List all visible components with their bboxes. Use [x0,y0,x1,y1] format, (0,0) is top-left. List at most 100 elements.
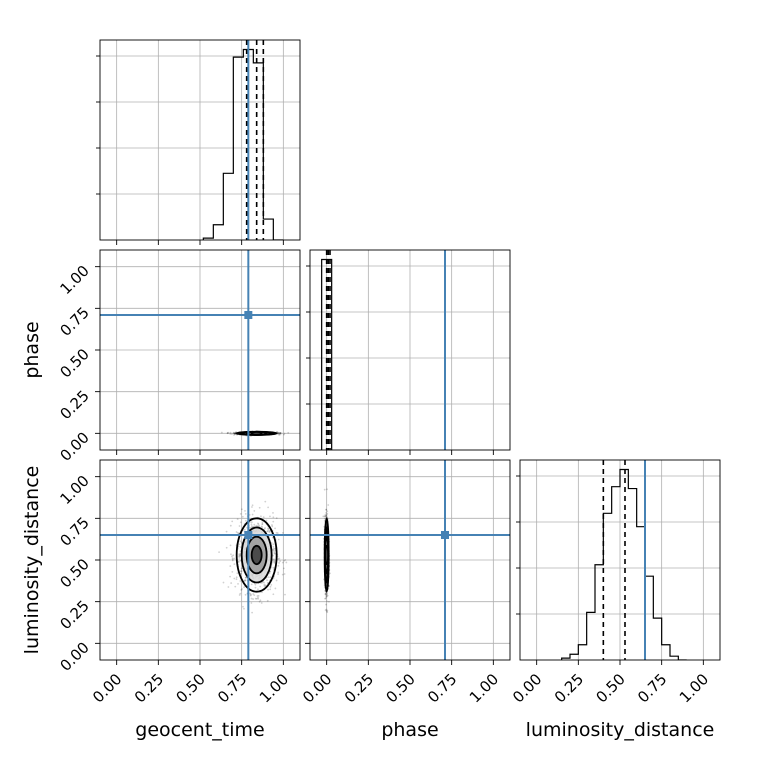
panel-geocent_time-vs-luminosity_distance: 0.000.250.500.751.00luminosity_distance0… [21,459,301,741]
x-axis-label-geocent_time: geocent_time [135,719,264,741]
x-tick-label: 0.00 [89,670,125,706]
scatter-point [283,559,286,562]
grid-lines [100,40,300,240]
x-tick-label: 1.00 [256,670,292,706]
scatter-point [226,432,229,435]
scatter-point [243,586,245,589]
scatter-point [251,506,253,508]
scatter-point [278,432,281,435]
panel-frame [309,249,511,451]
scatter-point [234,432,236,434]
scatter-point [325,593,328,596]
density-contour [324,544,330,566]
scatter-point [272,554,274,557]
scatter-point [231,558,234,561]
scatter-point [239,570,242,573]
scatter-point [231,570,234,573]
scatter-point [220,431,223,434]
scatter-point [279,431,282,434]
scatter-point [233,434,235,436]
scatter-point [252,598,255,600]
scatter-point [325,595,328,597]
scatter-point [229,565,232,567]
scatter-point [328,600,330,603]
panel-frame [99,249,301,451]
scatter-point [244,519,247,522]
scatter-point [240,570,243,573]
y-tick-label: 0.75 [56,513,92,549]
scatter-point [267,530,269,532]
scatter-point [273,558,275,561]
scatter-point [250,597,253,600]
y-tick-label: 0.50 [56,555,92,591]
scatter-point [230,582,233,584]
scatter-point [242,605,244,608]
scatter-point [264,527,266,529]
scatter-point [253,510,256,512]
scatter-point [229,431,232,434]
scatter-point [261,526,264,529]
x-tick-label: 0.25 [341,670,377,706]
scatter-point [263,583,266,586]
x-tick-label: 0.50 [172,670,208,706]
scatter-point [231,557,234,560]
scatter-point [269,515,271,518]
scatter-point [273,552,276,555]
y-tick-label: 0.00 [56,428,92,464]
scatter-point [237,560,240,563]
scatter-point [239,521,242,524]
scatter-point [250,525,253,527]
scatter-point [236,572,239,575]
scatter-point [258,524,260,527]
scatter-point [272,566,275,569]
scatter-point [273,562,276,564]
scatter-point [272,547,275,550]
scatter-point [283,432,286,435]
scatter-point [252,593,255,595]
scatter-point [250,593,252,596]
scatter-point [257,596,259,599]
scatter-point [225,546,228,549]
scatter-point [326,510,329,513]
scatter-point [231,555,233,558]
scatter-point [267,527,269,530]
x-tick-label: 0.00 [299,670,335,706]
scatter-point [270,583,273,586]
panel-body [100,460,300,660]
scatter-point [269,570,272,573]
scatter-point [326,609,329,612]
y-axis-label-luminosity_distance: luminosity_distance [21,466,43,655]
scatter-point [230,553,232,556]
x-axis-label-phase: phase [381,719,438,741]
scatter-point [231,559,234,562]
scatter-point [239,553,241,556]
scatter-point [263,585,266,587]
scatter-point [240,589,243,591]
scatter-point [326,488,328,491]
scatter-point [268,531,271,534]
x-tick-label: 0.25 [131,670,167,706]
scatter-point [255,524,258,527]
x-tick-label: 0.25 [551,670,587,706]
scatter-point [326,595,328,598]
scatter-point [325,508,328,511]
y-tick-label: 0.50 [56,345,92,381]
panel-frame [99,39,301,241]
scatter-point [225,530,228,533]
scatter-point [229,524,232,527]
scatter-point [239,592,242,595]
scatter-point [244,509,246,512]
scatter-point [284,559,287,561]
scatter-point [277,573,280,576]
scatter-point [325,514,328,516]
scatter-point [229,433,232,435]
scatter-point [230,433,233,436]
scatter-point [260,515,262,518]
scatter-point [269,588,272,591]
scatter-point [233,433,236,435]
scatter-point [238,525,241,527]
grid-lines [310,250,510,450]
scatter-point [327,504,330,506]
scatter-point [267,576,270,579]
scatter-point [233,557,236,560]
